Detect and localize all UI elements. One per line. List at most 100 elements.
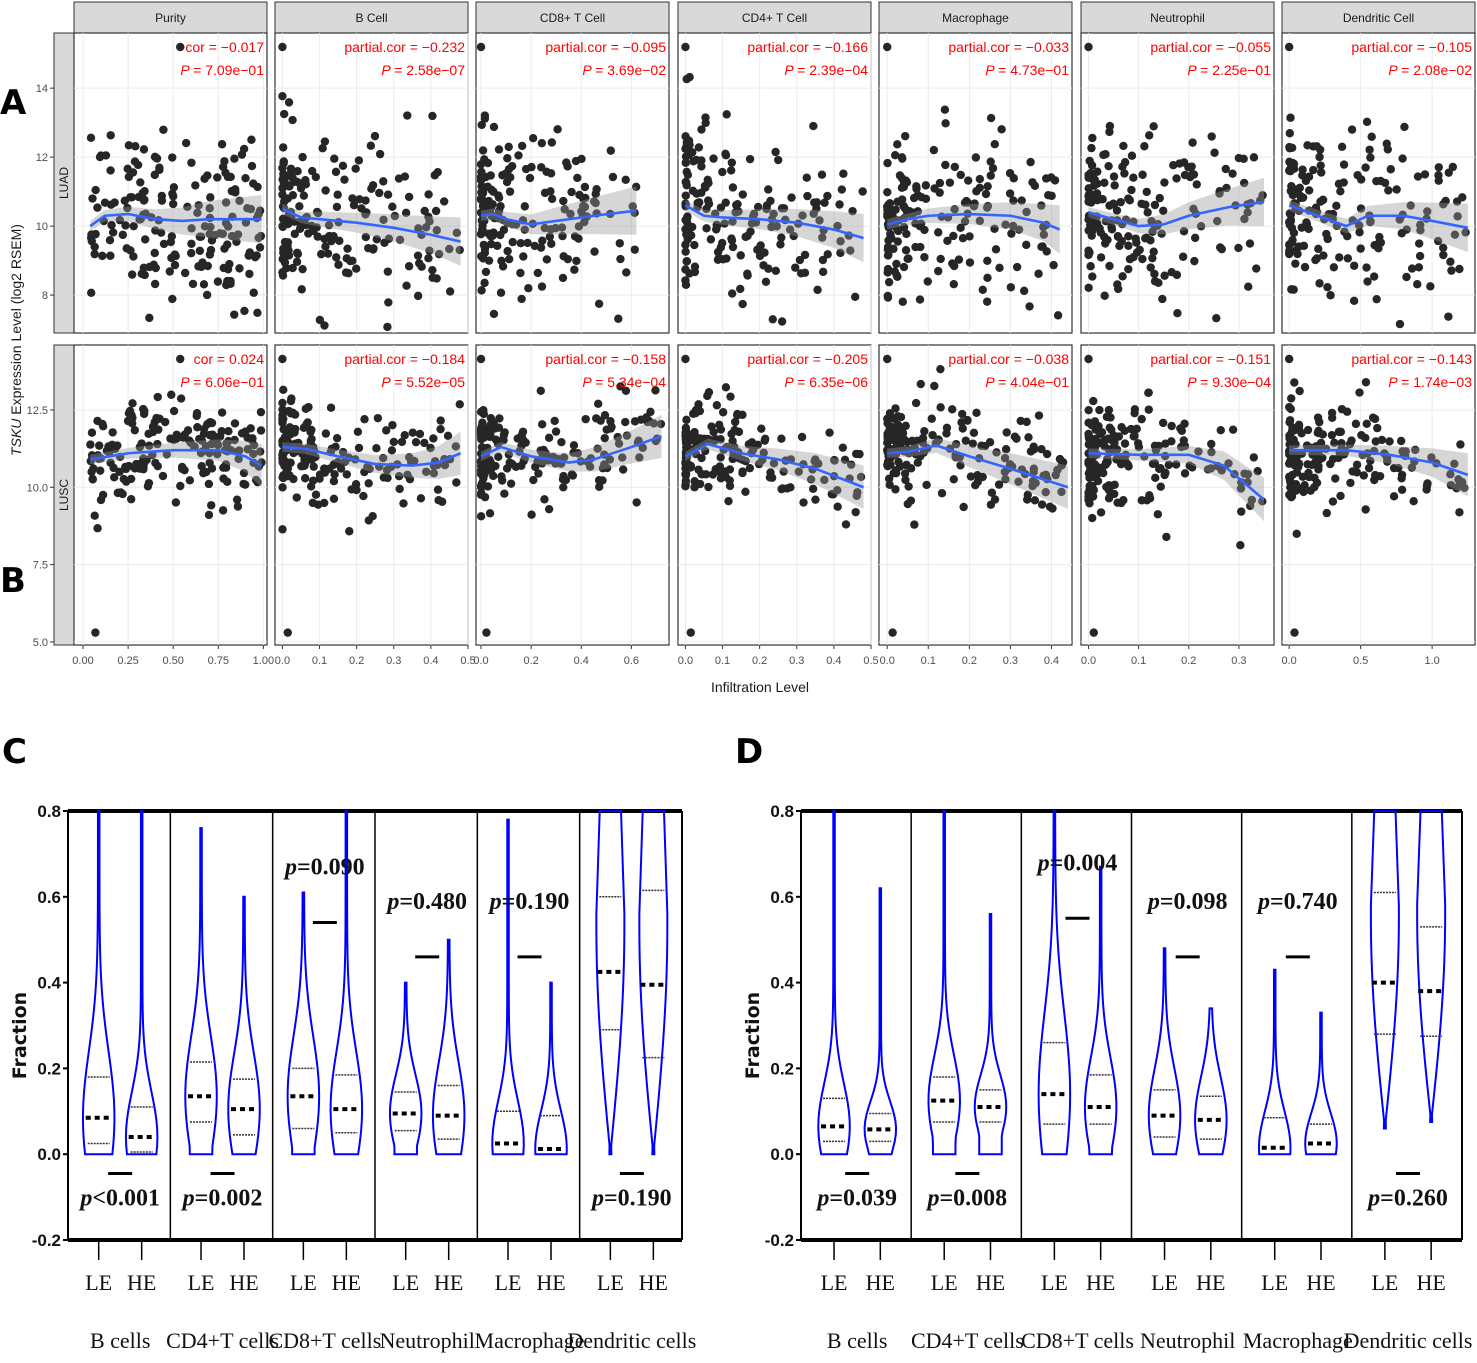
data-point: [538, 236, 547, 245]
data-point: [127, 193, 137, 202]
data-point: [727, 429, 736, 439]
data-point: [897, 153, 907, 162]
data-point: [1461, 228, 1470, 237]
p-value: = 5.52e−05: [394, 374, 465, 390]
data-point: [590, 247, 599, 256]
x-tick-label: 0.4: [1044, 655, 1059, 667]
data-point: [279, 385, 288, 395]
p-value-annotation: p=0.740: [1256, 889, 1338, 915]
p-value-label: P = 4.73e−01: [985, 62, 1069, 78]
data-point: [1095, 224, 1104, 233]
data-point: [557, 223, 567, 232]
group-label: LE: [290, 1270, 317, 1295]
violin: [227, 895, 261, 1156]
data-point: [494, 452, 503, 462]
data-point: [1173, 309, 1182, 318]
data-point: [936, 364, 945, 374]
data-point: [727, 236, 737, 245]
data-point: [96, 151, 106, 160]
p-value: = 4.04e−01: [998, 374, 1069, 390]
x-tick-label: 0.5: [460, 655, 475, 667]
data-point: [202, 467, 211, 477]
data-point: [725, 481, 735, 491]
data-point: [1351, 419, 1361, 429]
data-point: [1145, 131, 1154, 140]
data-point: [600, 433, 609, 443]
data-point: [987, 488, 997, 497]
loess-fit-line: [1289, 448, 1469, 477]
data-point: [954, 255, 964, 264]
data-point: [1172, 174, 1181, 183]
data-point: [840, 455, 850, 465]
p-value: =0.039: [829, 1186, 897, 1212]
p-symbol: P: [985, 374, 998, 390]
violin: [973, 912, 1008, 1156]
data-point: [594, 482, 604, 492]
data-point: [923, 277, 932, 286]
data-point: [851, 507, 860, 517]
data-point: [330, 459, 339, 469]
data-point: [231, 185, 240, 194]
data-point: [489, 122, 499, 132]
data-point: [121, 221, 130, 230]
data-point: [321, 186, 330, 195]
data-point: [570, 265, 579, 274]
data-point: [517, 431, 526, 440]
x-tick-label: 0.3: [1003, 655, 1018, 667]
data-point: [302, 420, 311, 429]
data-point: [704, 199, 714, 209]
data-point: [1048, 504, 1057, 513]
data-point: [818, 267, 828, 277]
data-point: [1138, 254, 1147, 264]
data-point: [318, 144, 327, 153]
data-point: [1332, 201, 1341, 211]
data-point: [255, 243, 265, 252]
data-point: [1409, 497, 1418, 506]
data-point: [1303, 141, 1312, 150]
x-tick-label: 0.4: [423, 655, 438, 667]
data-point: [745, 463, 755, 473]
p-symbol: p: [1146, 889, 1160, 915]
group-label: HE: [866, 1270, 895, 1295]
data-point: [1140, 142, 1149, 151]
data-point: [329, 494, 339, 503]
data-point: [157, 196, 167, 205]
data-point: [445, 244, 454, 254]
data-point: [451, 442, 460, 451]
data-point: [206, 222, 215, 232]
panel-letter-c: C: [2, 732, 27, 772]
data-point: [891, 485, 900, 494]
data-point: [547, 138, 557, 147]
data-point: [764, 264, 773, 273]
data-point: [213, 449, 222, 459]
data-point: [476, 195, 486, 204]
p-value-label: P = 4.04e−01: [985, 374, 1069, 390]
data-point: [1108, 433, 1118, 442]
p-symbol: P: [582, 374, 595, 390]
data-point: [1101, 239, 1110, 248]
data-point: [794, 467, 803, 476]
data-point: [98, 251, 107, 261]
data-point: [949, 231, 958, 241]
data-point: [1117, 236, 1126, 246]
data-point: [950, 261, 959, 271]
facet-strip: [73, 1, 268, 34]
data-point: [1091, 425, 1100, 434]
data-point: [1057, 487, 1066, 497]
facet-strip-label: Dendritic Cell: [1343, 11, 1414, 25]
data-point: [88, 475, 98, 484]
p-value: =0.480: [399, 889, 467, 915]
data-point: [912, 182, 921, 191]
data-point: [1102, 482, 1111, 492]
data-point: [1319, 251, 1328, 260]
data-point: [820, 475, 829, 485]
data-point: [762, 204, 771, 214]
data-point: [975, 174, 985, 184]
data-point: [150, 170, 159, 180]
data-point: [361, 232, 371, 242]
group-label: LE: [597, 1270, 624, 1295]
data-point: [913, 458, 922, 467]
data-point: [370, 131, 380, 141]
data-point: [1203, 465, 1213, 474]
data-point: [694, 143, 704, 152]
